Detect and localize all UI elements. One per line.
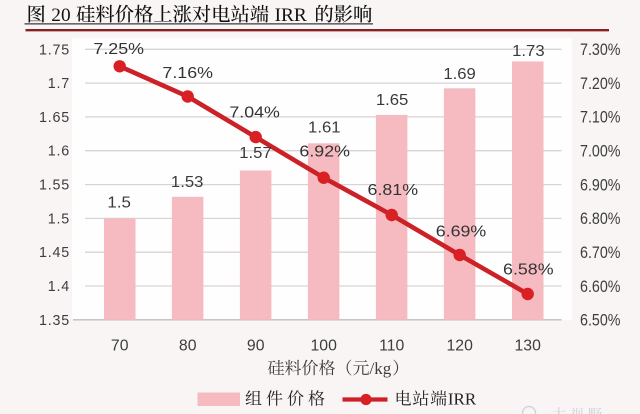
svg-text:1.5: 1.5 (107, 195, 131, 212)
svg-text:1.75: 1.75 (39, 42, 70, 58)
svg-text:20: 20 (51, 5, 70, 26)
svg-text:70: 70 (111, 338, 129, 355)
svg-text:6.70%: 6.70% (580, 244, 621, 262)
svg-text:1.45: 1.45 (39, 245, 70, 261)
svg-text:1.7: 1.7 (48, 76, 70, 92)
svg-text:1.65: 1.65 (39, 110, 70, 126)
svg-text:6.60%: 6.60% (580, 278, 621, 296)
svg-text:6.50%: 6.50% (580, 312, 621, 330)
svg-text:130: 130 (515, 338, 542, 355)
svg-text:6.92%: 6.92% (299, 143, 350, 160)
svg-text:110: 110 (379, 338, 404, 355)
svg-text:1.73: 1.73 (512, 43, 545, 60)
svg-text:80: 80 (179, 338, 197, 355)
svg-text:1.61: 1.61 (308, 120, 341, 137)
svg-text:7.16%: 7.16% (162, 65, 213, 82)
svg-text:1.5: 1.5 (48, 211, 70, 227)
svg-text:IRR: IRR (448, 390, 477, 409)
svg-text:1.4: 1.4 (48, 279, 70, 295)
svg-text:7.10%: 7.10% (580, 109, 621, 127)
svg-text:6.80%: 6.80% (580, 210, 621, 228)
svg-text:1.53: 1.53 (171, 174, 204, 191)
svg-text:/kg: /kg (370, 359, 392, 378)
svg-text:1.35: 1.35 (39, 313, 70, 329)
svg-text:7.30%: 7.30% (580, 41, 621, 59)
svg-text:IRR: IRR (275, 5, 307, 26)
svg-text:7.20%: 7.20% (580, 75, 621, 93)
svg-text:1.65: 1.65 (376, 92, 409, 109)
svg-text:1.55: 1.55 (39, 178, 70, 194)
svg-text:1.6: 1.6 (48, 144, 70, 160)
svg-text:1.57: 1.57 (239, 145, 272, 162)
svg-text:7.00%: 7.00% (580, 143, 621, 161)
svg-text:6.58%: 6.58% (503, 261, 554, 278)
svg-text:100: 100 (311, 338, 338, 355)
svg-text:6.81%: 6.81% (368, 182, 419, 199)
svg-text:1.69: 1.69 (443, 66, 476, 83)
svg-text:6.90%: 6.90% (580, 176, 621, 194)
svg-text:90: 90 (247, 338, 265, 355)
svg-text:7.25%: 7.25% (93, 41, 144, 58)
svg-text:6.69%: 6.69% (436, 224, 487, 241)
svg-text:7.04%: 7.04% (229, 104, 280, 121)
svg-text:120: 120 (447, 338, 474, 355)
